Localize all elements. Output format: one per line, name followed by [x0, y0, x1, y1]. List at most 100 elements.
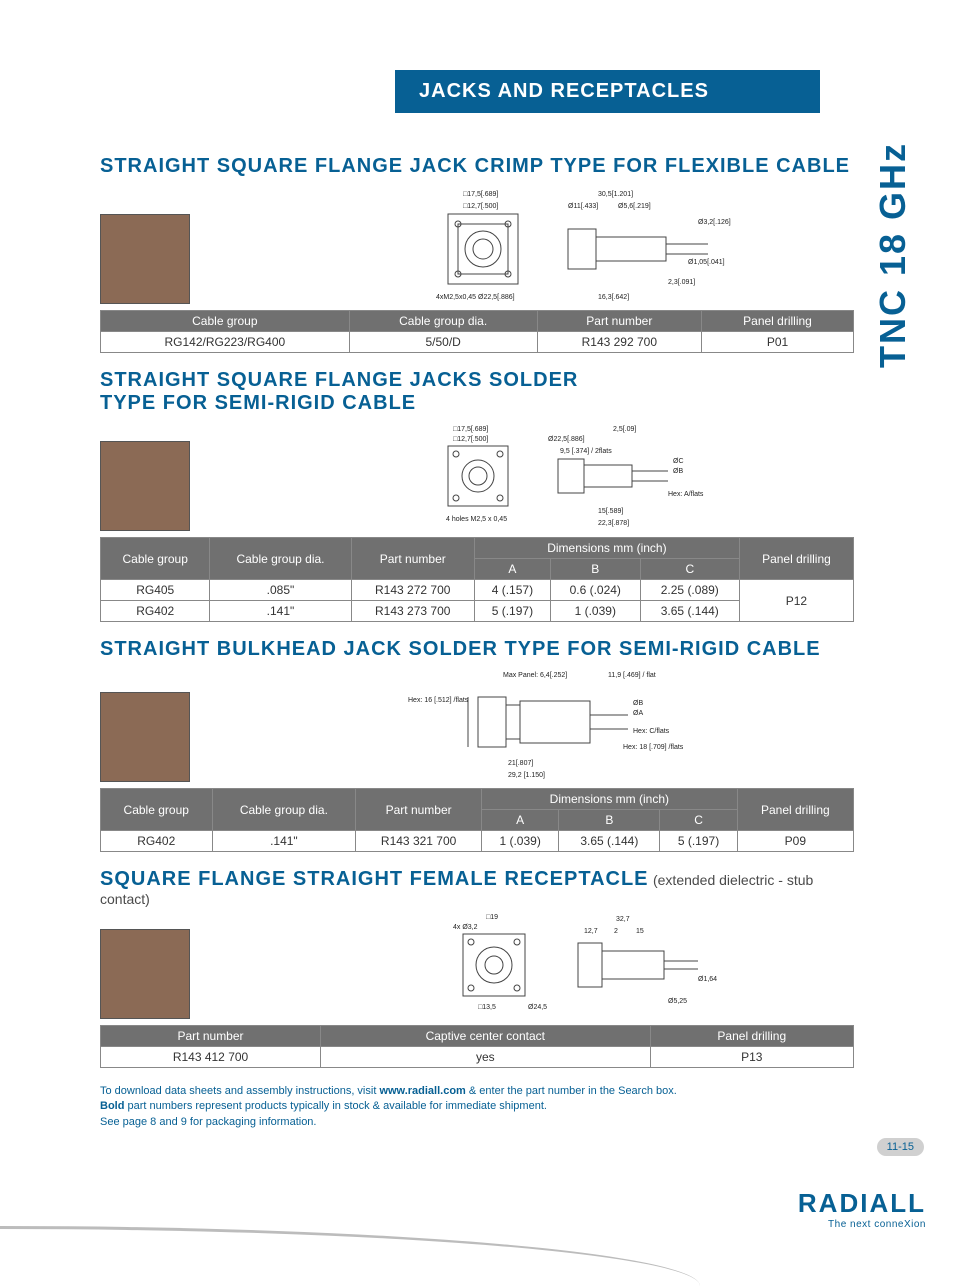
dim-label: 30,5[1.201]	[598, 191, 633, 198]
section3-figure-row: Max Panel: 6,4[.252] 11,9 [.469] / flat …	[100, 667, 854, 782]
col-header: Part number	[537, 311, 701, 332]
footnote-bold: Bold	[100, 1100, 124, 1112]
cell: 2.25 (.089)	[640, 580, 739, 601]
section2-figure-row: □17,5[.689] □12,7[.500] Ø22,5[.886] 4 ho…	[100, 421, 854, 531]
col-header: Cable group dia.	[349, 311, 537, 332]
cell: 4 (.157)	[474, 580, 550, 601]
dim-label: 12,7	[584, 928, 598, 935]
col-header: Cable group dia.	[210, 538, 351, 580]
dim-label: 4 holes M2,5 x 0,45	[446, 516, 507, 523]
table-header-row: Cable group Cable group dia. Part number…	[101, 538, 854, 559]
section1-technical-drawing: □17,5[.689] □12,7[.500] Ø22,5[.886] 4xM2…	[202, 184, 854, 304]
cell: 5 (.197)	[660, 831, 737, 852]
footnote-text: See page 8 and 9 for packaging informati…	[100, 1116, 316, 1128]
cell: R143 272 700	[351, 580, 474, 601]
cell: .141"	[212, 831, 356, 852]
dim-label: Hex: A/flats	[668, 491, 704, 498]
cell: RG402	[101, 831, 213, 852]
col-header: Dimensions mm (inch)	[474, 538, 739, 559]
dim-label: □12,7[.500]	[453, 436, 488, 443]
col-header: Part number	[101, 1026, 321, 1047]
col-header: Part number	[356, 789, 482, 831]
col-header: Captive center contact	[321, 1026, 651, 1047]
footnote-text: part numbers represent products typicall…	[128, 1100, 547, 1112]
table-row: RG142/RG223/RG400 5/50/D R143 292 700 P0…	[101, 332, 854, 353]
dim-label: □13,5	[478, 1004, 496, 1011]
col-header: Panel drilling	[650, 1026, 853, 1047]
dim-label: Max Panel: 6,4[.252]	[503, 672, 567, 679]
dim-label: 2,5[.09]	[613, 426, 636, 433]
section1-table: Cable group Cable group dia. Part number…	[100, 310, 854, 353]
dim-label: Hex: C/flats	[633, 728, 670, 735]
dim-label: Ø24,5	[528, 1004, 547, 1011]
table-row: RG402 .141" R143 321 700 1 (.039) 3.65 (…	[101, 831, 854, 852]
cell: 3.65 (.144)	[640, 601, 739, 622]
dim-label: 15[.589]	[598, 508, 623, 515]
dim-label: 4xM2,5x0,45	[436, 294, 476, 301]
section4-figure-row: □19 4x Ø3,2 □13,5 Ø24,5 32,7 12,7 2 15 Ø…	[100, 909, 854, 1019]
dim-label: Ø22,5[.886]	[478, 294, 515, 301]
table-row: RG405 .085" R143 272 700 4 (.157) 0.6 (.…	[101, 580, 854, 601]
dim-label: Ø5,6[.219]	[618, 203, 651, 210]
section3-product-photo	[100, 692, 190, 782]
col-subheader: C	[640, 559, 739, 580]
dim-label: ØB	[673, 468, 683, 475]
cell: yes	[321, 1047, 651, 1068]
col-subheader: C	[660, 810, 737, 831]
cell: R143 292 700	[537, 332, 701, 353]
col-subheader: A	[474, 559, 550, 580]
logo-tagline: The next conneXion	[798, 1219, 926, 1230]
cell: RG405	[101, 580, 210, 601]
side-product-label: TNC 18 GHz	[872, 142, 914, 368]
page-number-badge: 11-15	[877, 1138, 924, 1156]
col-header: Part number	[351, 538, 474, 580]
cell: R143 412 700	[101, 1047, 321, 1068]
col-header: Cable group	[101, 311, 350, 332]
footnote-text: & enter the part number in the Search bo…	[469, 1085, 677, 1097]
cell: 3.65 (.144)	[559, 831, 660, 852]
dim-label: ØA	[633, 710, 643, 717]
dim-label: 16,3[.642]	[598, 294, 629, 301]
brand-logo: RADIALL The next conneXion	[798, 1188, 926, 1230]
cell: P13	[650, 1047, 853, 1068]
col-header: Cable group	[101, 538, 210, 580]
dim-label: 32,7	[616, 916, 630, 923]
dim-label: Ø22,5[.886]	[548, 436, 585, 443]
footnote-text: To download data sheets and assembly ins…	[100, 1085, 379, 1097]
cell: R143 273 700	[351, 601, 474, 622]
col-subheader: A	[482, 810, 559, 831]
dim-label: Ø1,64	[698, 976, 717, 983]
section4-heading: SQUARE FLANGE STRAIGHT FEMALE RECEPTACLE…	[100, 868, 854, 909]
col-header: Dimensions mm (inch)	[482, 789, 738, 810]
cell: 0.6 (.024)	[550, 580, 640, 601]
section1-title: STRAIGHT SQUARE FLANGE JACK CRIMP TYPE F…	[100, 155, 854, 178]
section4-product-photo	[100, 929, 190, 1019]
logo-main-text: RADIALL	[798, 1188, 926, 1219]
dim-label: Hex: 16 [.512] /flats	[408, 697, 469, 704]
decorative-curve	[0, 1226, 700, 1286]
footnote-url: www.radiall.com	[379, 1085, 465, 1097]
dim-label: □12,7[.500]	[463, 203, 498, 210]
col-header: Cable group dia.	[212, 789, 356, 831]
section3-table: Cable group Cable group dia. Part number…	[100, 788, 854, 852]
section2-product-photo	[100, 441, 190, 531]
dim-label: Ø3,2[.126]	[698, 219, 731, 226]
col-header: Panel drilling	[739, 538, 853, 580]
cell: R143 321 700	[356, 831, 482, 852]
dim-label: 9,5 [.374] / 2flats	[560, 448, 612, 455]
cell: 1 (.039)	[550, 601, 640, 622]
dim-label: Ø1,05[.041]	[688, 259, 725, 266]
dim-label: Hex: 18 [.709] /flats	[623, 744, 684, 751]
cell: RG402	[101, 601, 210, 622]
cell: P01	[702, 332, 854, 353]
table-header-row: Part number Captive center contact Panel…	[101, 1026, 854, 1047]
cell: P12	[739, 580, 853, 622]
dim-label: 2	[614, 928, 618, 935]
section1-product-photo	[100, 214, 190, 304]
cell: .141"	[210, 601, 351, 622]
section4-title: SQUARE FLANGE STRAIGHT FEMALE RECEPTACLE	[100, 868, 649, 890]
dim-label: ØC	[673, 458, 684, 465]
dim-label: □19	[486, 914, 498, 921]
col-header: Panel drilling	[737, 789, 853, 831]
section3-title: STRAIGHT BULKHEAD JACK SOLDER TYPE FOR S…	[100, 638, 854, 661]
